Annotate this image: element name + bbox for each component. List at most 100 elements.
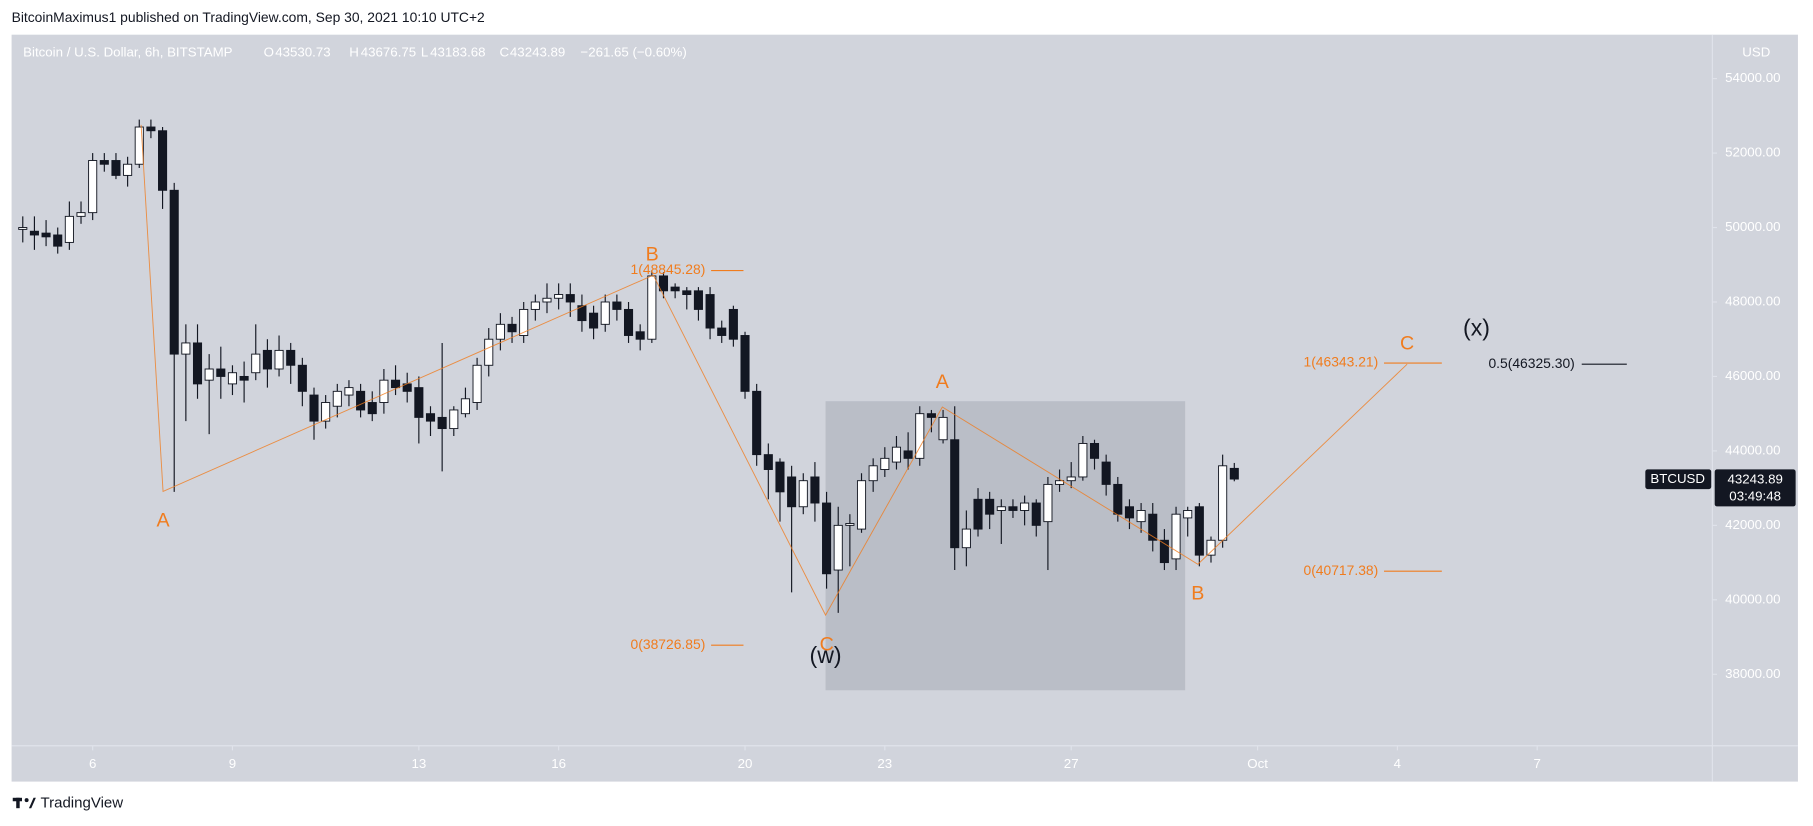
candle-body bbox=[158, 130, 168, 191]
wave-label: B bbox=[646, 244, 659, 266]
x-tick-label: 23 bbox=[877, 756, 892, 771]
candle-body bbox=[1229, 467, 1239, 480]
candle-body bbox=[647, 275, 657, 340]
candle-body bbox=[1008, 506, 1018, 511]
candle-body bbox=[810, 476, 820, 504]
candle-body bbox=[367, 402, 377, 415]
candle-body bbox=[682, 290, 692, 296]
candle-body bbox=[973, 498, 983, 530]
x-tick-label: 4 bbox=[1394, 756, 1401, 771]
candle-body bbox=[1206, 539, 1216, 556]
candle-body bbox=[1148, 513, 1158, 541]
candle-body bbox=[787, 476, 797, 508]
candle-body bbox=[239, 375, 249, 381]
candle-body bbox=[1066, 476, 1076, 482]
candle-body bbox=[845, 523, 855, 526]
candle-body bbox=[391, 379, 401, 389]
candle-body bbox=[204, 368, 214, 381]
candle-body bbox=[192, 342, 203, 385]
candle-body bbox=[1031, 502, 1041, 526]
candle-body bbox=[961, 528, 971, 549]
candle-body bbox=[996, 506, 1006, 511]
x-tick-label: Oct bbox=[1247, 756, 1268, 771]
candle-body bbox=[717, 327, 727, 336]
candle-body bbox=[600, 301, 610, 325]
fib-label: 1(46343.21) bbox=[1303, 354, 1378, 370]
candle-body bbox=[262, 349, 272, 370]
x-tick-label: 6 bbox=[89, 756, 96, 771]
symbol-label: BTCUSD bbox=[1650, 471, 1705, 486]
candle-body bbox=[169, 189, 179, 355]
y-tick-label: 46000.00 bbox=[1725, 368, 1780, 383]
candle-body bbox=[926, 413, 936, 418]
candle-body bbox=[589, 312, 599, 329]
wave-label: (x) bbox=[1463, 315, 1490, 341]
candle-body bbox=[297, 364, 307, 392]
candle-body bbox=[985, 498, 995, 515]
candle-body bbox=[1159, 539, 1169, 564]
change-value: −261.65 (−0.60%) bbox=[580, 45, 686, 60]
candle-body bbox=[216, 368, 226, 377]
candle-body bbox=[554, 294, 564, 299]
fib-label: 1(48845.28) bbox=[631, 261, 706, 277]
candle-body bbox=[623, 308, 634, 336]
candle-body bbox=[1194, 506, 1204, 556]
low-key: L bbox=[421, 45, 428, 60]
close-key: C bbox=[500, 45, 510, 60]
candle-body bbox=[321, 402, 331, 422]
candle-body bbox=[134, 126, 144, 165]
candle-body bbox=[542, 297, 552, 303]
candle-body bbox=[798, 480, 808, 508]
candle-body bbox=[670, 286, 680, 292]
candle-body bbox=[728, 308, 738, 340]
candle-body bbox=[530, 301, 540, 310]
candle-body bbox=[577, 305, 587, 322]
fib-label: 0(40717.38) bbox=[1303, 562, 1378, 578]
candle-body bbox=[286, 349, 296, 366]
close-value: 43243.89 bbox=[510, 45, 565, 60]
high-key: H bbox=[349, 45, 359, 60]
candle-body bbox=[740, 335, 750, 392]
candle-body bbox=[88, 160, 98, 214]
candle-body bbox=[1136, 510, 1146, 523]
candle-body bbox=[833, 524, 843, 571]
candle-body bbox=[763, 454, 773, 470]
wave-label: A bbox=[156, 510, 170, 532]
x-tick-label: 9 bbox=[229, 756, 236, 771]
y-tick-label: 44000.00 bbox=[1725, 442, 1780, 457]
legend-title: Bitcoin / U.S. Dollar, 6h, BITSTAMP bbox=[23, 45, 233, 60]
candle-body bbox=[344, 387, 354, 396]
candle-body bbox=[449, 409, 459, 430]
candle-body bbox=[146, 126, 156, 132]
candle-body bbox=[1043, 483, 1053, 523]
candle-body bbox=[1020, 502, 1030, 511]
brand-logo bbox=[12, 797, 36, 809]
x-tick-label: 13 bbox=[411, 756, 426, 771]
candle-body bbox=[76, 212, 86, 217]
candle-body bbox=[880, 457, 890, 470]
candle-body bbox=[658, 275, 669, 292]
candle-body bbox=[181, 342, 191, 355]
candle-body bbox=[1171, 513, 1181, 560]
open-key: O bbox=[264, 45, 274, 60]
candle-body bbox=[705, 294, 715, 329]
price-badge bbox=[1714, 469, 1796, 507]
candle-body bbox=[1101, 461, 1111, 485]
candle-body bbox=[495, 323, 505, 340]
candle-body bbox=[752, 390, 762, 456]
candle-body bbox=[938, 416, 948, 441]
wave-label: (w) bbox=[810, 642, 842, 668]
candle-body bbox=[1124, 506, 1134, 519]
symbol-badge bbox=[1645, 469, 1712, 490]
candle-body bbox=[472, 364, 482, 403]
candle-body bbox=[1089, 442, 1100, 459]
wave-line bbox=[140, 124, 1408, 617]
candle-body bbox=[41, 232, 51, 238]
candle-body bbox=[915, 413, 925, 459]
candle-body bbox=[227, 372, 237, 385]
candle-body bbox=[519, 308, 529, 336]
y-tick-label: 54000.00 bbox=[1725, 70, 1780, 85]
y-tick-label: 38000.00 bbox=[1725, 666, 1780, 681]
candle-body bbox=[693, 290, 703, 310]
